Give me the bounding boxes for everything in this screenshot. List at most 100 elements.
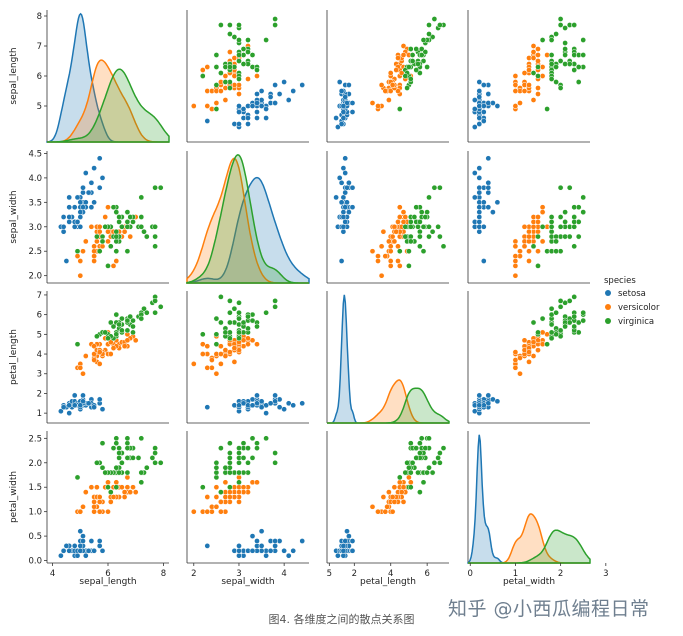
scatter-point-setosa [66,547,73,554]
x-tick-label: 3 [236,569,241,579]
scatter-point-virginica [124,317,131,324]
scatter-point-setosa [485,204,492,211]
scatter-point-virginica [272,459,278,466]
scatter-point-versicolor [375,103,381,109]
y-tick-label: 2.5 [28,247,42,257]
scatter-point-setosa [476,121,483,127]
scatter-point-setosa [66,194,73,201]
scatter-point-virginica [157,459,164,466]
scatter-point-setosa [333,194,339,201]
y-tick-label: 7 [37,42,42,52]
panel-sepal_length-vs-petal_length [326,10,449,143]
scatter-point-setosa [342,170,349,176]
panel-petal_width-vs-petal_length: 2 4 6 [326,431,449,579]
scatter-point-virginica [74,341,81,348]
scatter-point-virginica [99,440,106,447]
scatter-point-virginica [407,76,414,82]
scatter-point-versicolor [74,253,81,259]
scatter-point-versicolor [530,339,537,346]
scatter-point-versicolor [535,91,541,97]
scatter-point-setosa [336,175,343,181]
scatter-point-virginica [420,479,427,486]
scatter-point-virginica [199,331,206,338]
scatter-point-virginica [124,209,131,215]
scatter-point-setosa [494,199,501,206]
scatter-point-virginica [535,73,541,79]
scatter-point-versicolor [526,349,532,355]
scatter-point-setosa [71,204,78,211]
scatter-point-virginica [413,46,420,52]
panel-petal_width-vs-sepal_length: 0.0 0.5 1.0 1.5 2.0 2.5 4 6 8 [28,431,169,579]
scatter-point-versicolor [382,253,389,259]
scatter-point-virginica [413,67,420,73]
scatter-point-virginica [420,248,427,255]
scatter-point-setosa [344,199,350,206]
scatter-point-setosa [281,547,287,554]
scatter-point-versicolor [124,337,131,344]
legend: species setosa versicolor virginica [604,276,660,327]
scatter-point-virginica [417,489,423,495]
scatter-point-virginica [553,233,559,240]
scatter-point-setosa [58,408,64,415]
y-tick-label: 1 [37,409,42,419]
scatter-point-versicolor [512,263,519,269]
scatter-point-virginica [240,319,247,326]
scatter-point-virginica [107,319,114,326]
scatter-point-virginica [116,219,122,225]
scatter-point-setosa [258,103,265,109]
y-axis-label-petal_length: petal_length [9,329,19,385]
y-tick-label: 2.0 [28,272,42,282]
scatter-point-versicolor [113,258,120,264]
scatter-point-virginica [437,22,443,28]
scatter-point-virginica [110,204,117,211]
y-tick-label: 4.5 [28,149,42,159]
scatter-point-versicolor [91,248,97,255]
scatter-point-virginica [141,305,147,312]
scatter-point-versicolor [110,345,117,351]
scatter-point-virginica [429,34,436,40]
scatter-point-setosa [494,398,501,405]
panel-petal_width-vs-petal_width: 0 1 2 3 [467,431,609,579]
x-axis-label-sepal_width: sepal_width [221,577,274,587]
scatter-point-virginica [409,52,416,58]
scatter-point-virginica [245,459,251,466]
y-axis-label-sepal_width: sepal_width [9,190,19,243]
scatter-point-setosa [471,97,478,103]
scatter-point-setosa [342,189,349,196]
scatter-point-setosa [66,219,73,225]
scatter-point-virginica [254,323,260,330]
scatter-point-setosa [476,214,483,220]
scatter-point-virginica [213,341,220,348]
scatter-point-virginica [548,305,555,312]
scatter-point-virginica [152,184,158,191]
scatter-point-virginica [113,464,120,471]
scatter-point-setosa [96,538,103,544]
scatter-point-setosa [236,552,242,559]
scatter-point-virginica [571,223,578,230]
scatter-point-virginica [566,298,573,304]
scatter-point-virginica [530,243,537,250]
scatter-point-setosa [340,109,347,115]
scatter-point-virginica [437,233,443,240]
scatter-point-setosa [258,404,265,411]
scatter-point-setosa [272,392,278,399]
figure-caption: 图4. 各维度之间的散点关系图 [268,613,415,626]
scatter-point-setosa [77,214,84,220]
scatter-point-virginica [113,209,120,215]
scatter-point-virginica [213,52,220,58]
scatter-point-setosa [476,209,483,215]
scatter-point-versicolor [204,64,211,70]
scatter-point-virginica [415,469,421,476]
scatter-point-virginica [124,435,131,442]
scatter-point-virginica [407,440,414,447]
scatter-point-virginica [130,323,136,330]
scatter-point-virginica [227,309,233,316]
scatter-point-setosa [96,396,103,403]
scatter-point-setosa [476,115,483,121]
scatter-point-virginica [580,309,587,316]
scatter-point-versicolor [398,489,405,495]
scatter-point-versicolor [407,479,414,486]
scatter-point-versicolor [204,343,211,350]
scatter-point-setosa [476,94,483,100]
scatter-point-virginica [530,70,537,76]
